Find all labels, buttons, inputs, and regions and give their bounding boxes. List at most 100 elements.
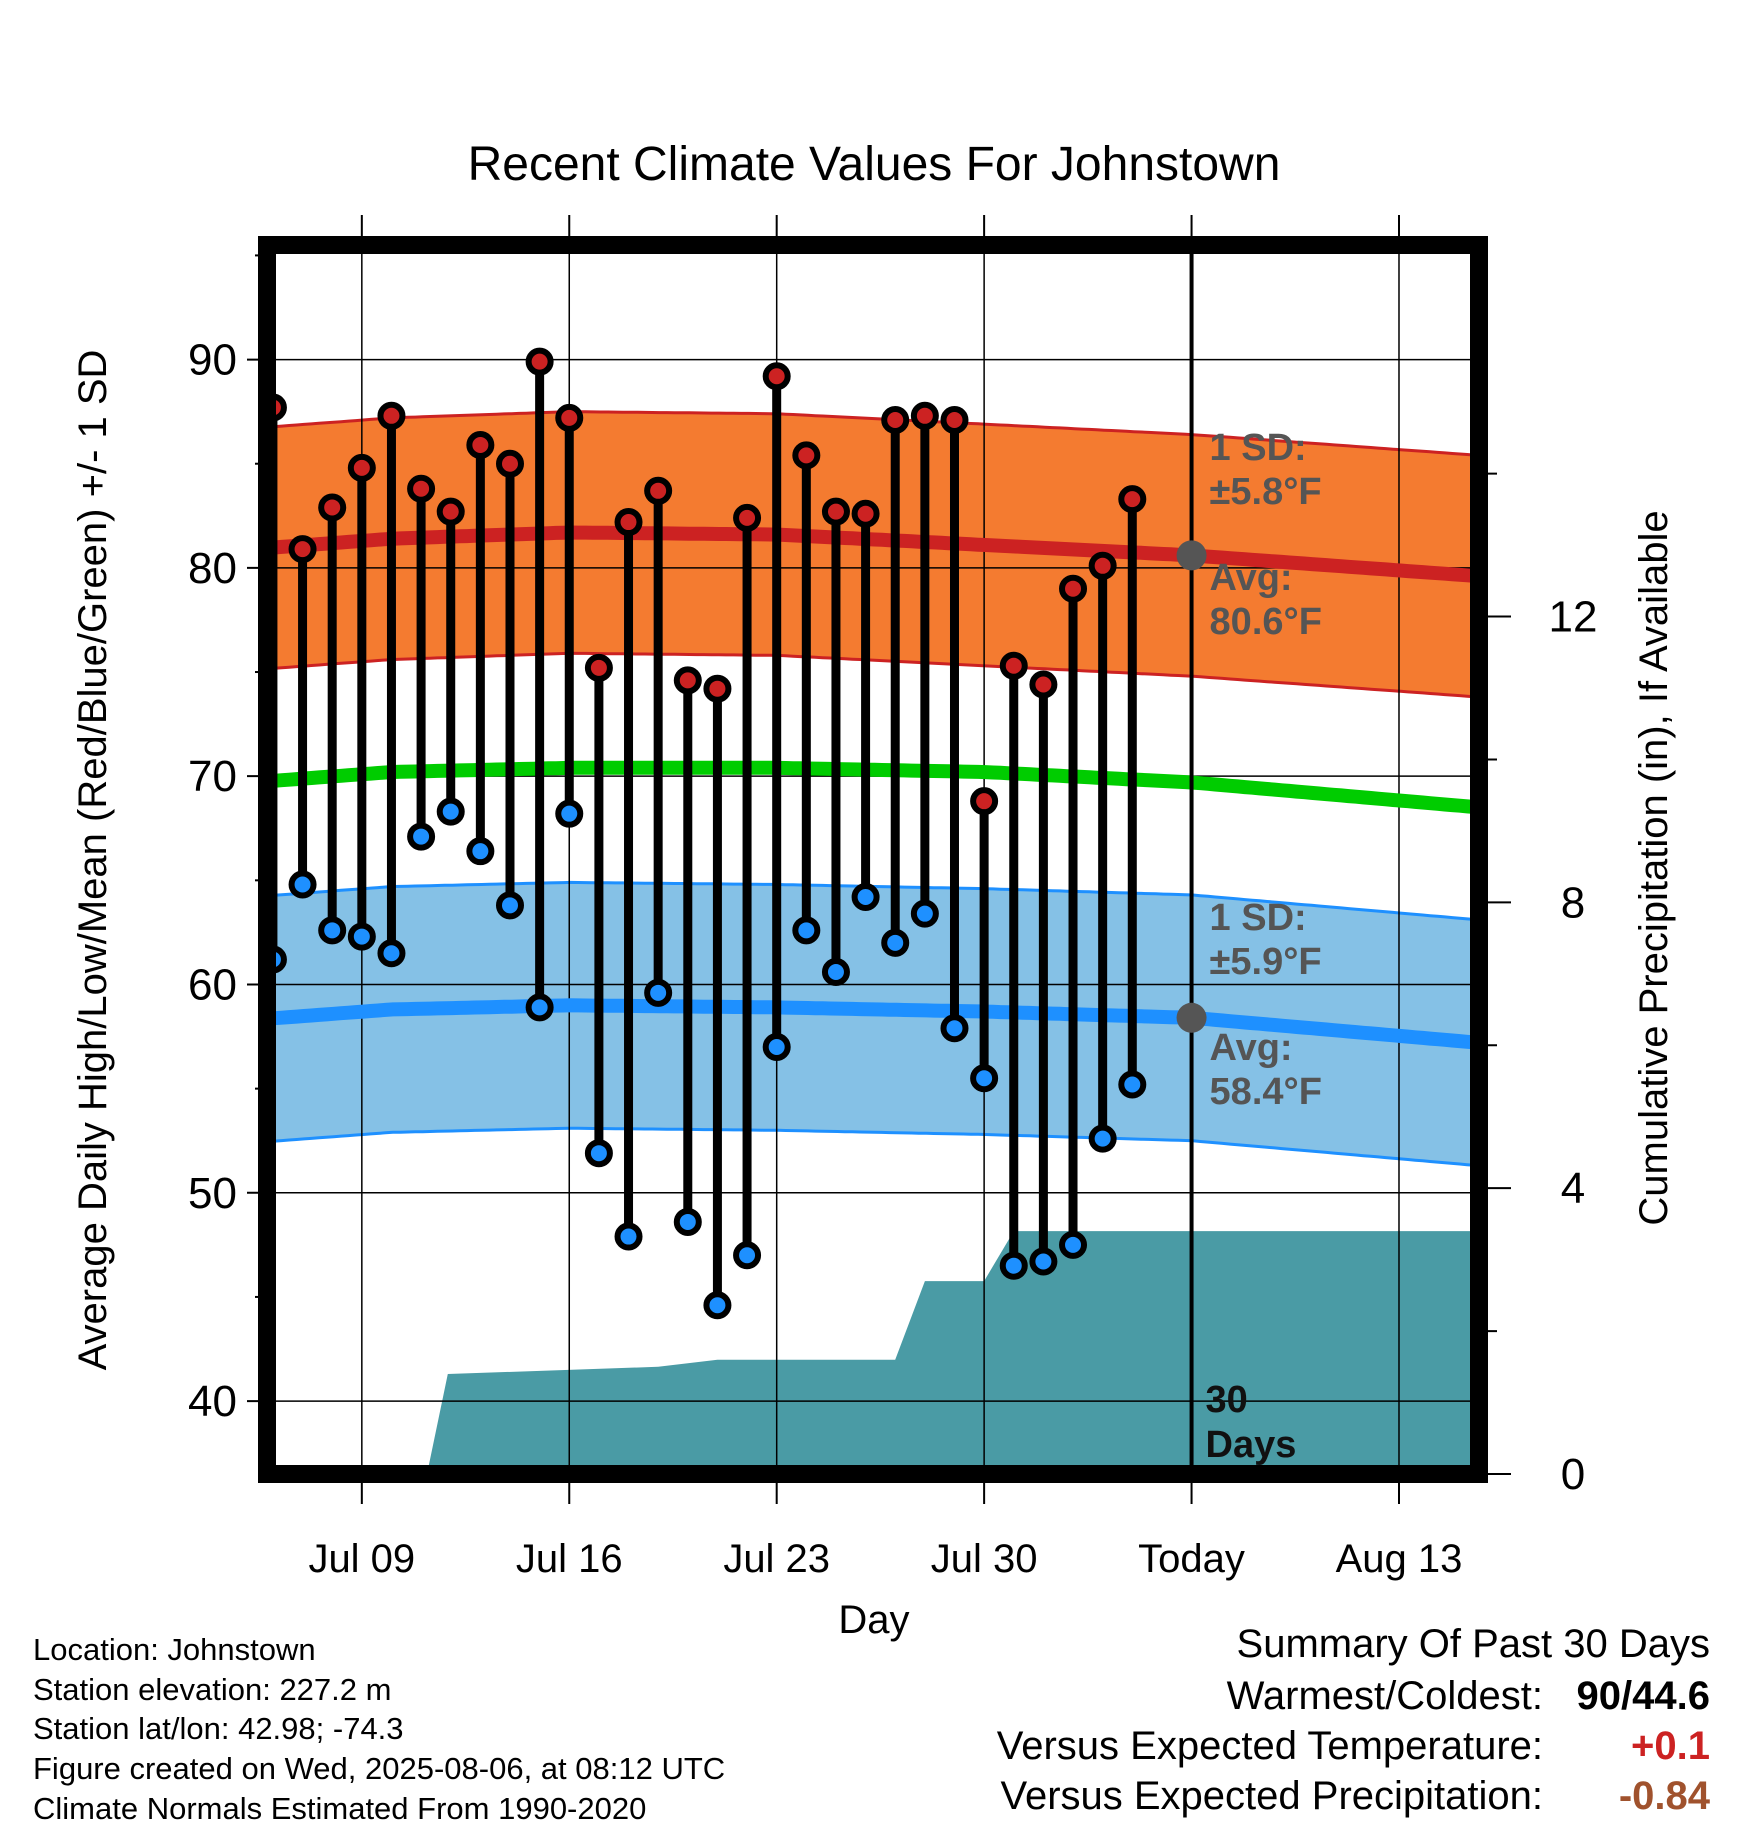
high-temp-point bbox=[1029, 670, 1058, 699]
warmest-coldest-value: 90/44.6 bbox=[1576, 1674, 1710, 1718]
high-temp-point bbox=[940, 405, 969, 434]
y2-axis-label: Cumulative Precipitation (in), If Availa… bbox=[1632, 510, 1676, 1225]
high-temp-point bbox=[288, 535, 317, 564]
y2-tick-label: 0 bbox=[1561, 1450, 1585, 1499]
high-temp-point bbox=[673, 666, 702, 695]
y-tick-label: 90 bbox=[188, 336, 237, 385]
low-temp-point bbox=[407, 822, 436, 851]
days-text-label: Days bbox=[1206, 1424, 1297, 1466]
y2-tick-label: 4 bbox=[1561, 1164, 1585, 1213]
temperature-vs-expected-value: +0.1 bbox=[1631, 1724, 1710, 1768]
high-temp-point bbox=[466, 430, 495, 459]
elevation-text: Station elevation: 227.2 m bbox=[33, 1672, 392, 1707]
low-temp-point bbox=[733, 1241, 762, 1270]
low-temp-point bbox=[555, 799, 584, 828]
low-temp-point bbox=[347, 922, 376, 951]
normal-mean-line bbox=[266, 760, 1476, 814]
y2-tick-label: 12 bbox=[1549, 593, 1598, 642]
low-temp-point bbox=[614, 1222, 643, 1251]
low-temp-point bbox=[525, 993, 554, 1022]
low-temp-point bbox=[377, 939, 406, 968]
y-tick-label: 50 bbox=[188, 1169, 237, 1218]
precipitation-vs-expected-value: -0.84 bbox=[1618, 1774, 1710, 1818]
temperature-vs-expected-label: Versus Expected Temperature: bbox=[996, 1724, 1543, 1768]
high-temp-point bbox=[762, 362, 791, 391]
high-temp-point bbox=[733, 503, 762, 532]
high-temp-point bbox=[318, 493, 347, 522]
high-temp-point bbox=[407, 474, 436, 503]
high-temp-point bbox=[1059, 574, 1088, 603]
low-temp-point bbox=[970, 1064, 999, 1093]
low-temp-point bbox=[703, 1291, 732, 1320]
high-temp-point bbox=[644, 476, 673, 505]
high-temp-point bbox=[555, 403, 584, 432]
high-sd-upper-edge bbox=[266, 410, 1475, 457]
high-temp-point bbox=[821, 497, 850, 526]
high-temp-point bbox=[970, 787, 999, 816]
high-temp-point bbox=[792, 441, 821, 470]
low-temp-point bbox=[644, 978, 673, 1007]
low-avg-value: 58.4°F bbox=[1210, 1071, 1322, 1113]
normal-low-line bbox=[266, 998, 1476, 1050]
low-temp-point bbox=[495, 891, 524, 920]
high-temp-point bbox=[584, 653, 613, 682]
location-text: Location: Johnstown bbox=[33, 1632, 316, 1667]
latlon-text: Station lat/lon: 42.98; -74.3 bbox=[33, 1711, 404, 1746]
chart-title: Recent Climate Values For Johnstown bbox=[468, 138, 1281, 191]
high-temp-point bbox=[347, 453, 376, 482]
low-temp-point bbox=[436, 797, 465, 826]
low-temp-point bbox=[792, 916, 821, 945]
low-temp-point bbox=[1029, 1247, 1058, 1276]
low-temp-point bbox=[910, 899, 939, 928]
low-temp-point bbox=[762, 1032, 791, 1061]
high-temp-point bbox=[377, 401, 406, 430]
x-axis-label: Day bbox=[838, 1598, 909, 1642]
high-temp-point bbox=[1118, 485, 1147, 514]
high-temp-point bbox=[436, 497, 465, 526]
high-temp-point bbox=[1088, 551, 1117, 580]
low-temp-point bbox=[288, 870, 317, 899]
y-tick-label: 60 bbox=[188, 960, 237, 1009]
low-temp-point bbox=[673, 1207, 702, 1236]
low-temp-point bbox=[1118, 1070, 1147, 1099]
low-sd-value: ±5.9°F bbox=[1210, 941, 1322, 983]
x-tick-label: Jul 16 bbox=[516, 1537, 623, 1581]
high-sd-lower-edge bbox=[266, 651, 1475, 699]
y-axis-label: Average Daily High/Low/Mean (Red/Blue/Gr… bbox=[71, 350, 115, 1371]
high-temp-point bbox=[851, 499, 880, 528]
low-temp-point bbox=[318, 916, 347, 945]
y-tick-label: 80 bbox=[188, 544, 237, 593]
low-temp-point bbox=[1059, 1230, 1088, 1259]
low-temp-point bbox=[999, 1251, 1028, 1280]
high-temp-point bbox=[910, 401, 939, 430]
normal-high-line bbox=[266, 525, 1476, 583]
high-temp-point bbox=[703, 674, 732, 703]
normals-period-text: Climate Normals Estimated From 1990-2020 bbox=[33, 1791, 647, 1826]
high-temp-point bbox=[614, 508, 643, 537]
low-temp-point bbox=[584, 1139, 613, 1168]
precipitation-area bbox=[427, 1231, 1479, 1474]
plot-frame bbox=[258, 236, 1488, 1483]
low-temp-point bbox=[851, 882, 880, 911]
high-temp-point bbox=[495, 449, 524, 478]
low-temp-point bbox=[1088, 1124, 1117, 1153]
warmest-coldest-label: Warmest/Coldest: bbox=[1226, 1674, 1543, 1718]
high-temp-point bbox=[999, 651, 1028, 680]
high-temp-point bbox=[525, 347, 554, 376]
low-temp-point bbox=[940, 1014, 969, 1043]
precipitation-vs-expected-label: Versus Expected Precipitation: bbox=[1000, 1774, 1543, 1818]
today-high-average-marker bbox=[1176, 540, 1207, 571]
low-sd-lower-edge bbox=[266, 1126, 1475, 1167]
x-tick-label: Jul 09 bbox=[308, 1537, 415, 1581]
low-sd-label: 1 SD: bbox=[1210, 897, 1307, 939]
high-temp-point bbox=[881, 405, 910, 434]
high-avg-value: 80.6°F bbox=[1210, 601, 1322, 643]
low-temp-point bbox=[881, 928, 910, 957]
x-tick-label: Jul 30 bbox=[931, 1537, 1038, 1581]
days-count-label: 30 bbox=[1206, 1379, 1248, 1421]
low-avg-label: Avg: bbox=[1210, 1027, 1293, 1069]
high-sd-label: 1 SD: bbox=[1210, 427, 1307, 469]
y2-tick-label: 8 bbox=[1561, 878, 1585, 927]
y-tick-label: 40 bbox=[188, 1377, 237, 1426]
